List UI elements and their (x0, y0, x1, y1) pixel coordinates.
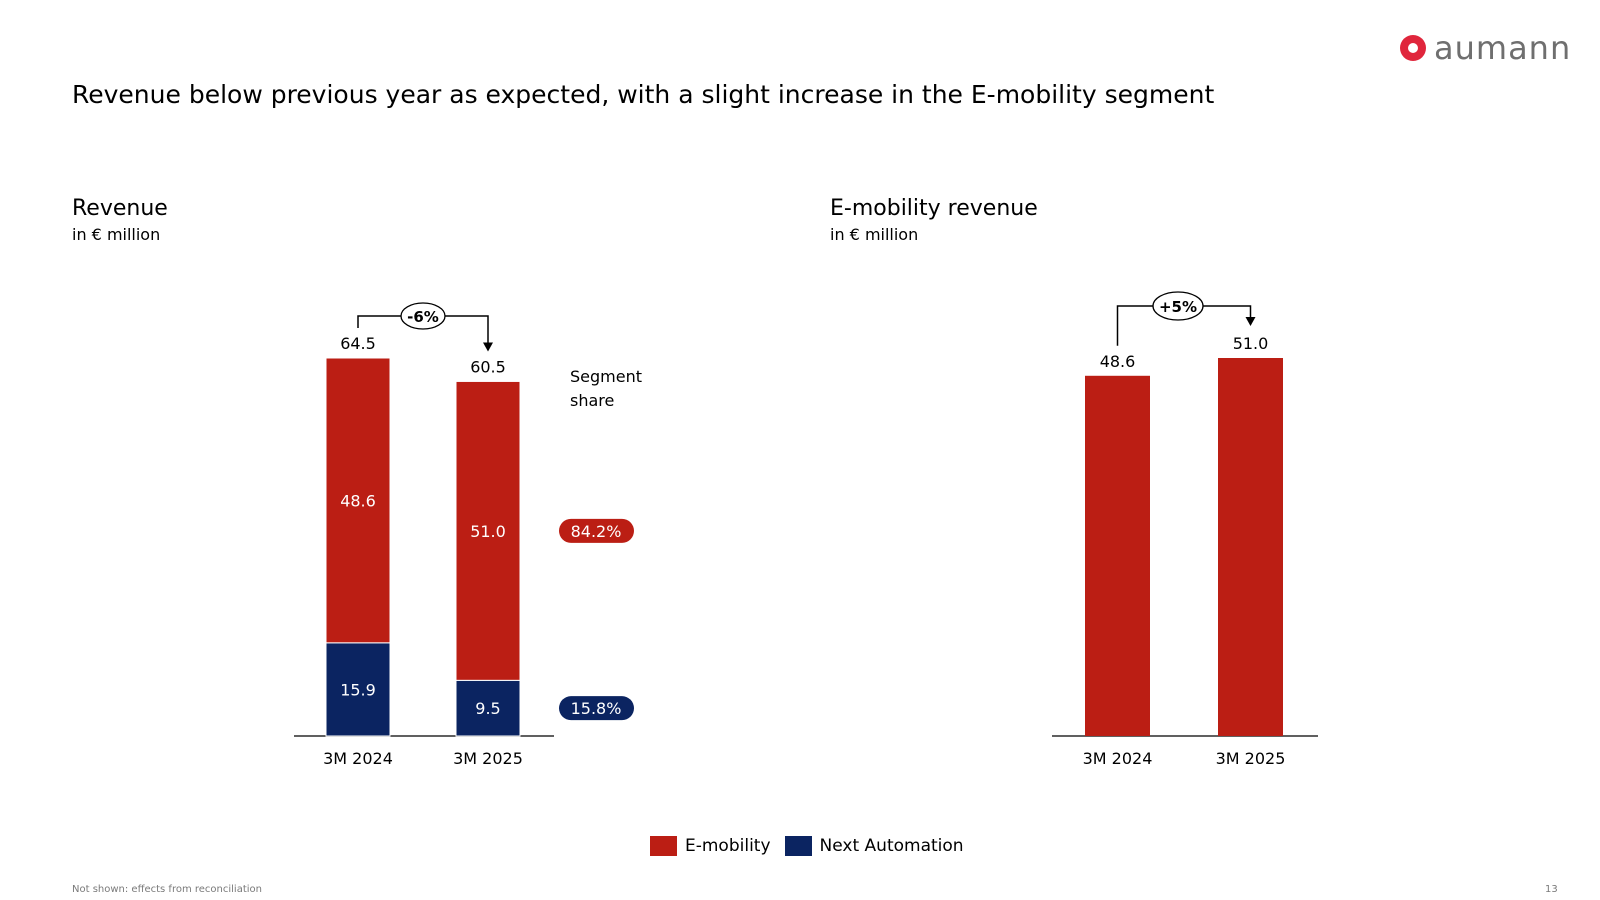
segment-share-title-line-1: Segment (570, 367, 642, 386)
change-arrowhead-chart-2 (1245, 317, 1256, 326)
bar-emobility-1 (325, 357, 391, 644)
change-arrowhead-chart-1 (483, 342, 493, 352)
bar-emobility-revenue-2 (1218, 358, 1283, 736)
legend-label-automation: Next Automation (819, 836, 964, 856)
x-tick-label-chart-2-2: 3M 2025 (1216, 749, 1286, 768)
bar-emobility-2 (455, 380, 521, 681)
segment-share-title-line-2: share (570, 391, 614, 410)
bar-label-emobility-1: 48.6 (340, 491, 376, 510)
chart-2-title: E-mobility revenue (830, 196, 1038, 221)
legend-item-emobility: E-mobility (650, 836, 771, 856)
x-tick-label-chart-2-1: 3M 2024 (1083, 749, 1153, 768)
legend-swatch-automation (784, 836, 812, 856)
value-label-chart-2-1: 48.6 (1100, 352, 1136, 371)
legend-item-automation: Next Automation (784, 836, 964, 856)
aumann-logo-icon (1400, 35, 1426, 61)
change-badge-chart-2 (1152, 291, 1204, 321)
bar-label-automation-2: 9.5 (475, 699, 500, 718)
segment-share-pill-1 (559, 518, 634, 543)
x-tick-label-chart-1-2: 3M 2025 (453, 749, 523, 768)
segment-share-pill-2 (559, 696, 634, 721)
segment-share-label-1: 84.2% (571, 522, 622, 541)
x-tick-label-chart-1-1: 3M 2024 (323, 749, 393, 768)
chart-1-unit: in € million (72, 225, 161, 244)
bar-emobility-revenue-1 (1085, 375, 1150, 736)
total-label-1: 64.5 (340, 334, 376, 353)
total-label-2: 60.5 (470, 357, 506, 376)
bar-automation-1 (325, 642, 391, 737)
bar-label-automation-1: 15.9 (340, 680, 376, 699)
value-label-chart-2-2: 51.0 (1233, 334, 1269, 353)
bar-automation-2 (455, 679, 521, 737)
change-label-chart-1: -6% (407, 308, 439, 326)
change-label-chart-2: +5% (1159, 298, 1197, 316)
aumann-logo: aumann (1400, 28, 1571, 68)
page-title: Revenue below previous year as expected,… (72, 80, 1215, 109)
legend-swatch-emobility (650, 836, 677, 856)
footnote: Not shown: effects from reconciliation (72, 884, 262, 895)
chart-2-unit: in € million (830, 225, 919, 244)
bar-label-emobility-2: 51.0 (470, 522, 506, 541)
change-badge-chart-1 (400, 302, 446, 330)
chart-1-title: Revenue (72, 196, 168, 221)
page-number: 13 (1545, 884, 1558, 895)
legend: E-mobility Next Automation (650, 836, 978, 856)
legend-label-emobility: E-mobility (685, 836, 771, 856)
segment-share-label-2: 15.8% (571, 699, 622, 718)
brand-name: aumann (1434, 29, 1572, 67)
